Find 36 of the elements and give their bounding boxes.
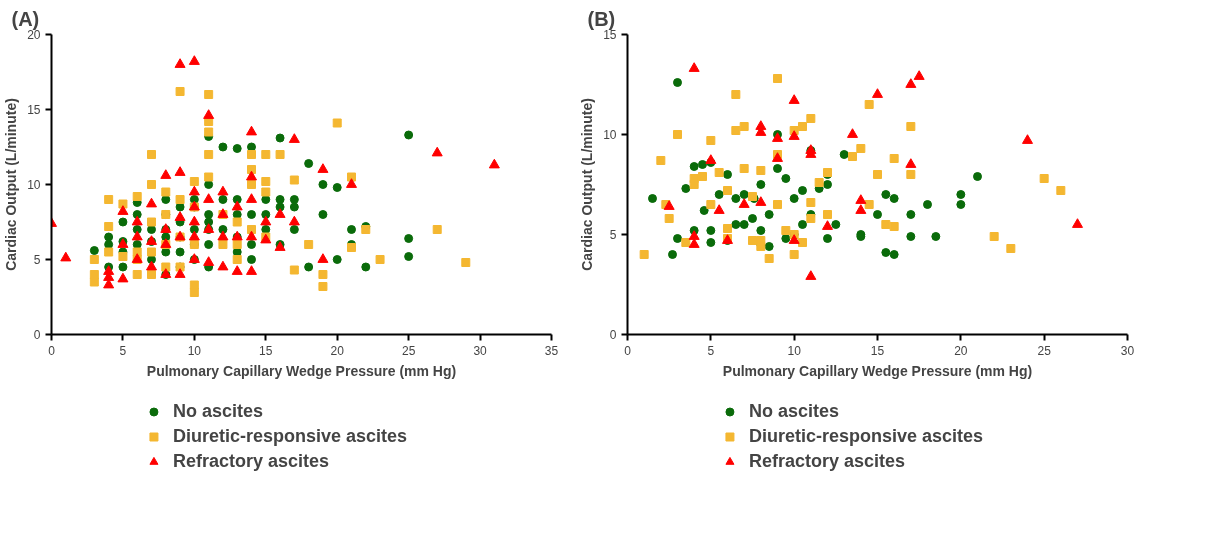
x-tick-label: 5 xyxy=(119,343,127,358)
y-tick-label: 15 xyxy=(603,28,617,42)
chart-title: (B) xyxy=(587,7,616,30)
x-tick-label: 20 xyxy=(954,343,968,358)
x-tick-label: 20 xyxy=(330,343,345,358)
legend-label: Refractory ascites xyxy=(172,450,330,472)
x-tick-label: 15 xyxy=(870,343,885,358)
legend-label: Diuretic-responsive ascites xyxy=(172,425,408,447)
chart-title: (A) xyxy=(11,7,40,30)
x-tick-label: 5 xyxy=(707,343,715,358)
y-tick-label: 0 xyxy=(33,328,41,342)
x-tick-label: 15 xyxy=(259,343,273,358)
x-tick-label: 10 xyxy=(787,343,802,358)
y-tick-label: 10 xyxy=(603,128,617,142)
y-axis-title: Cardiac Output (L/minute) xyxy=(579,98,596,271)
legend-label: Diuretic-responsive ascites xyxy=(748,425,984,447)
x-tick-label: 10 xyxy=(187,343,202,358)
x-tick-label: 35 xyxy=(544,343,559,358)
x-axis-title: Pulmonary Capillary Wedge Pressure (mm Hg) xyxy=(146,362,457,379)
legend-label: No ascites xyxy=(172,400,263,422)
x-tick-label: 0 xyxy=(624,343,632,358)
x-tick-label: 25 xyxy=(1037,343,1052,358)
y-tick-label: 15 xyxy=(27,103,41,117)
x-axis-title: Pulmonary Capillary Wedge Pressure (mm Hg) xyxy=(722,362,1033,379)
x-tick-label: 25 xyxy=(401,343,416,358)
x-tick-label: 30 xyxy=(1120,343,1135,358)
x-tick-label: 0 xyxy=(48,343,56,358)
x-tick-label: 30 xyxy=(473,343,488,358)
legend-label: Refractory ascites xyxy=(748,450,906,472)
y-tick-label: 5 xyxy=(609,228,617,242)
y-tick-label: 20 xyxy=(27,28,41,42)
y-tick-label: 0 xyxy=(609,328,617,342)
legend-label: No ascites xyxy=(748,400,839,422)
y-tick-label: 5 xyxy=(33,253,41,267)
y-axis-title: Cardiac Output (L/minute) xyxy=(3,98,20,271)
y-tick-label: 10 xyxy=(27,178,41,192)
